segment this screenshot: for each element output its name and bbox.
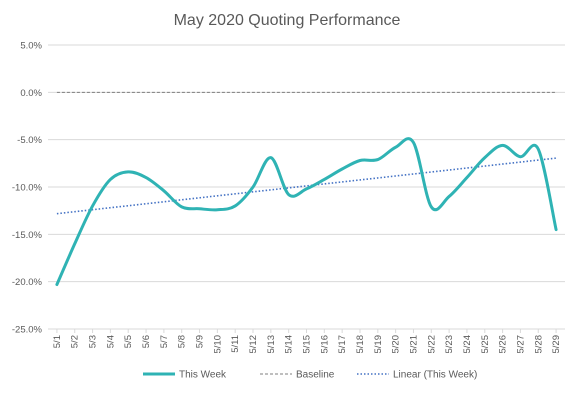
y-tick-label: -5.0% xyxy=(17,135,42,146)
series-layer xyxy=(55,91,558,287)
x-tick-label: 5/26 xyxy=(498,335,509,354)
x-tick-label: 5/25 xyxy=(480,335,491,354)
y-tick-label: -20.0% xyxy=(12,277,43,288)
x-tick-label: 5/4 xyxy=(105,335,116,348)
x-tick-label: 5/22 xyxy=(426,335,437,354)
x-tick-label: 5/5 xyxy=(123,335,134,348)
x-tick-label: 5/16 xyxy=(319,335,330,354)
x-tick-label: 5/28 xyxy=(533,335,544,354)
x-tick-label: 5/9 xyxy=(195,335,206,348)
y-axis: 5.0% 0.0% -5.0% -10.0% -15.0% -20.0% -25.0% xyxy=(12,41,43,336)
x-tick-label: 5/17 xyxy=(337,335,348,354)
x-tick-label: 5/3 xyxy=(88,335,99,348)
x-tick-label: 5/27 xyxy=(515,335,526,354)
y-tick-label: -25.0% xyxy=(12,325,43,336)
x-tick-label: 5/29 xyxy=(551,335,562,354)
gridlines xyxy=(48,44,565,330)
x-tick-label: 5/8 xyxy=(177,335,188,348)
x-tick-label: 5/20 xyxy=(391,335,402,354)
x-tick-label: 5/13 xyxy=(266,335,277,354)
legend: This Week Baseline Linear (This Week) xyxy=(143,370,477,381)
x-tick-label: 5/10 xyxy=(212,335,223,354)
x-tick-label: 5/19 xyxy=(373,335,384,354)
x-tick-label: 5/12 xyxy=(248,335,259,354)
x-tick-label: 5/21 xyxy=(408,335,419,354)
x-tick-label: 5/14 xyxy=(284,335,295,354)
y-tick-label: -15.0% xyxy=(12,230,43,241)
x-tick-label: 5/11 xyxy=(230,335,241,353)
y-tick-label: 0.0% xyxy=(20,88,42,99)
y-tick-label: 5.0% xyxy=(20,41,42,52)
x-tick-label: 5/24 xyxy=(462,335,473,354)
x-axis: 5/1 5/2 5/3 5/4 5/5 5/6 5/7 5/8 5/9 5/10 5/11 5/12 5… xyxy=(48,328,565,354)
series-linear-trendline xyxy=(56,157,557,215)
x-tick-label: 5/2 xyxy=(70,335,81,348)
chart-title: May 2020 Quoting Performance xyxy=(174,12,401,29)
x-tick-label: 5/15 xyxy=(302,335,313,354)
y-tick-label: -10.0% xyxy=(12,183,43,194)
series-this-week xyxy=(55,137,558,287)
legend-label-baseline: Baseline xyxy=(296,370,335,381)
x-tick-label: 5/18 xyxy=(355,335,366,354)
legend-label-this-week: This Week xyxy=(179,370,227,381)
x-tick-label: 5/7 xyxy=(159,335,170,348)
x-tick-label: 5/1 xyxy=(52,335,63,348)
x-tick-label: 5/23 xyxy=(444,335,455,354)
legend-label-linear-this-week: Linear (This Week) xyxy=(393,370,477,381)
x-tick-label: 5/6 xyxy=(141,335,152,348)
